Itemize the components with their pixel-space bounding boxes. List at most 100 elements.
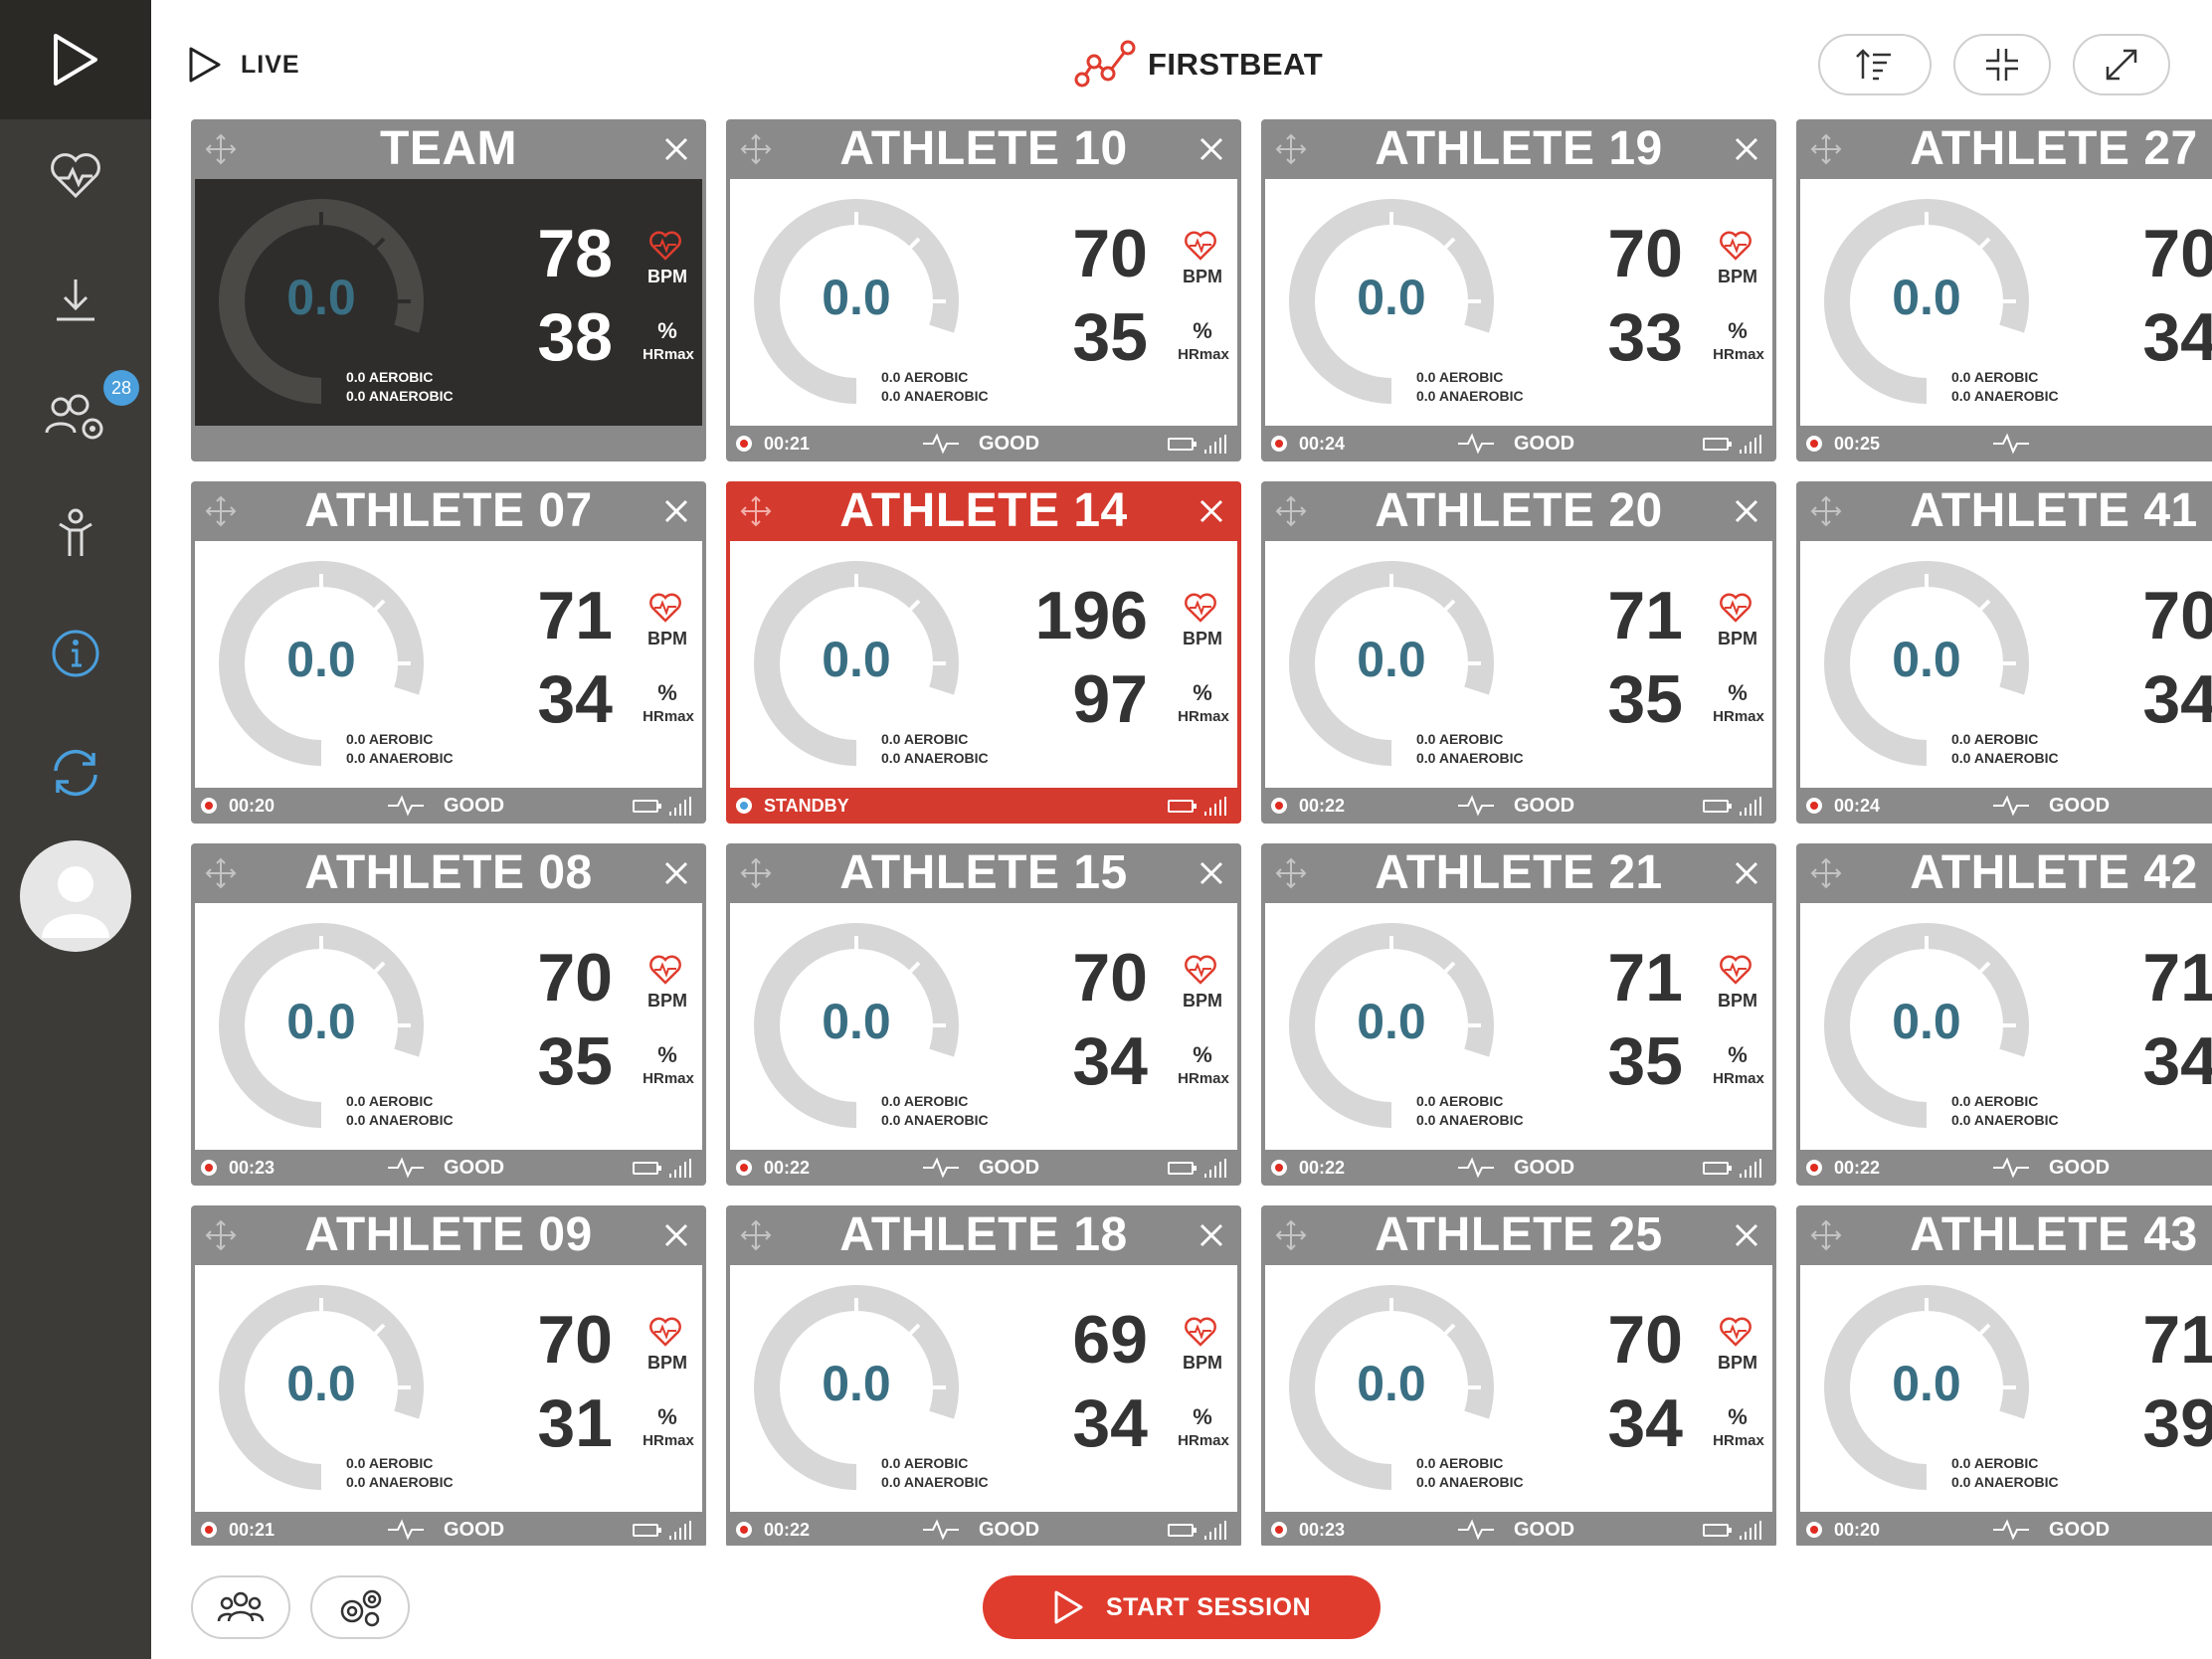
aerobic-value: 0.0 AEROBIC <box>1416 1093 1504 1109</box>
close-icon[interactable] <box>1733 1221 1760 1249</box>
session-time: 00:23 <box>229 1158 276 1178</box>
drag-handle-icon[interactable] <box>740 495 772 527</box>
athlete-grid: TEAM 0.0 0.0 AEROBIC 0.0 ANAEROBIC 78 BPM 38% H… <box>191 119 2212 1546</box>
heart-rate-icon <box>1185 955 1216 985</box>
athlete-card[interactable]: ATHLETE 15 0.0 0.0 AEROBIC 0.0 ANAEROBIC 70 B… <box>726 843 1241 1186</box>
card-status-bar: 00:24 GOOD <box>1261 426 1776 461</box>
sidebar-item-sync[interactable] <box>0 728 151 818</box>
card-header: ATHLETE 07 <box>191 481 706 541</box>
card-header: ATHLETE 27 <box>1796 119 2212 179</box>
athlete-card[interactable]: ATHLETE 20 0.0 0.0 AEROBIC 0.0 ANAEROBIC 71 B… <box>1261 481 1776 824</box>
drag-handle-icon[interactable] <box>740 1219 772 1251</box>
compact-view-button[interactable] <box>1953 34 2051 95</box>
athlete-card[interactable]: ATHLETE 07 0.0 0.0 AEROBIC 0.0 ANAEROBIC 71 B… <box>191 481 706 824</box>
recording-dot-icon <box>736 436 752 452</box>
sidebar-item-heart[interactable] <box>0 131 151 221</box>
sidebar-item-info[interactable] <box>0 609 151 698</box>
athlete-card[interactable]: TEAM 0.0 0.0 AEROBIC 0.0 ANAEROBIC 78 BPM 38% H… <box>191 119 706 461</box>
card-status-bar: 00:23 GOOD <box>191 1150 706 1186</box>
training-load-gauge <box>754 1285 959 1490</box>
fullscreen-button[interactable] <box>2073 34 2170 95</box>
aerobic-value: 0.0 AEROBIC <box>881 369 969 385</box>
hrmax-unit: HRmax <box>1713 346 1764 363</box>
signal-wave-icon <box>1458 1519 1494 1541</box>
heart-rate-icon <box>649 593 681 623</box>
bpm-unit: BPM <box>1718 1353 1757 1373</box>
signal-strength-icon <box>1740 1159 1761 1178</box>
drag-handle-icon[interactable] <box>740 133 772 165</box>
close-icon[interactable] <box>662 859 690 887</box>
user-icon <box>42 866 109 938</box>
athlete-card[interactable]: ATHLETE 08 0.0 0.0 AEROBIC 0.0 ANAEROBIC 70 B… <box>191 843 706 1186</box>
hrmax-percent-value: 34 <box>2142 661 2212 737</box>
close-icon[interactable] <box>1198 497 1225 525</box>
sort-button[interactable] <box>1818 34 1932 95</box>
signal-quality-status: GOOD <box>979 1157 1040 1179</box>
card-body: 0.0 0.0 AEROBIC 0.0 ANAEROBIC 70 BPM 33% HRmax <box>1265 179 1772 426</box>
close-icon[interactable] <box>1733 135 1760 163</box>
aerobic-anaerobic-summary: 0.0 AEROBIC 0.0 ANAEROBIC <box>1416 368 1524 406</box>
drag-handle-icon[interactable] <box>740 857 772 889</box>
card-body: 0.0 0.0 AEROBIC 0.0 ANAEROBIC 70 BPM 31% HRmax <box>195 1265 702 1512</box>
aerobic-anaerobic-summary: 0.0 AEROBIC 0.0 ANAEROBIC <box>1951 1092 2059 1130</box>
drag-handle-icon[interactable] <box>1275 857 1307 889</box>
sidebar-item-download[interactable] <box>0 255 151 344</box>
anaerobic-value: 0.0 ANAEROBIC <box>881 1474 989 1490</box>
close-icon[interactable] <box>1733 859 1760 887</box>
close-icon[interactable] <box>662 135 690 163</box>
group-button[interactable] <box>191 1575 290 1639</box>
hrmax-percent-value: 34 <box>537 661 613 737</box>
aerobic-value: 0.0 AEROBIC <box>881 1093 969 1109</box>
drag-handle-icon[interactable] <box>1810 133 1842 165</box>
drag-handle-icon[interactable] <box>205 133 237 165</box>
anaerobic-value: 0.0 ANAEROBIC <box>1951 1112 2059 1128</box>
sidebar-item-athlete[interactable] <box>0 489 151 579</box>
training-effect-value: 0.0 <box>286 270 356 325</box>
athlete-card[interactable]: ATHLETE 14 0.0 0.0 AEROBIC 0.0 ANAEROBIC 196… <box>726 481 1241 824</box>
drag-handle-icon[interactable] <box>1275 1219 1307 1251</box>
athlete-card[interactable]: ATHLETE 19 0.0 0.0 AEROBIC 0.0 ANAEROBIC 70 B… <box>1261 119 1776 461</box>
aerobic-anaerobic-summary: 0.0 AEROBIC 0.0 ANAEROBIC <box>1951 1454 2059 1492</box>
aerobic-anaerobic-summary: 0.0 AEROBIC 0.0 ANAEROBIC <box>1416 730 1524 768</box>
close-icon[interactable] <box>662 1221 690 1249</box>
drag-handle-icon[interactable] <box>1810 495 1842 527</box>
drag-handle-icon[interactable] <box>1810 857 1842 889</box>
close-icon[interactable] <box>1198 135 1225 163</box>
card-title: TEAM <box>380 122 517 175</box>
anaerobic-value: 0.0 ANAEROBIC <box>346 750 454 766</box>
drag-handle-icon[interactable] <box>205 857 237 889</box>
sidebar-item-live[interactable] <box>0 0 151 119</box>
athlete-card[interactable]: ATHLETE 18 0.0 0.0 AEROBIC 0.0 ANAEROBIC 69 B… <box>726 1205 1241 1546</box>
drag-handle-icon[interactable] <box>1810 1219 1842 1251</box>
athlete-card[interactable]: ATHLETE 25 0.0 0.0 AEROBIC 0.0 ANAEROBIC 70 B… <box>1261 1205 1776 1546</box>
drag-handle-icon[interactable] <box>205 495 237 527</box>
settings-button[interactable] <box>310 1575 410 1639</box>
anaerobic-value: 0.0 ANAEROBIC <box>1416 1112 1524 1128</box>
recording-dot-icon <box>736 798 752 814</box>
play-icon <box>189 47 221 83</box>
athlete-card[interactable]: ATHLETE 21 0.0 0.0 AEROBIC 0.0 ANAEROBIC 71 B… <box>1261 843 1776 1186</box>
drag-handle-icon[interactable] <box>1275 133 1307 165</box>
close-icon[interactable] <box>1198 1221 1225 1249</box>
athlete-card[interactable]: ATHLETE 10 0.0 0.0 AEROBIC 0.0 ANAEROBIC 70 B… <box>726 119 1241 461</box>
battery-icon <box>1168 800 1197 813</box>
close-icon[interactable] <box>1198 859 1225 887</box>
drag-handle-icon[interactable] <box>205 1219 237 1251</box>
sidebar-item-team-settings[interactable] <box>0 373 151 462</box>
close-icon[interactable] <box>662 497 690 525</box>
athlete-card[interactable]: ATHLETE 09 0.0 0.0 AEROBIC 0.0 ANAEROBIC 70 B… <box>191 1205 706 1546</box>
start-session-button[interactable]: START SESSION <box>983 1575 1381 1639</box>
close-icon[interactable] <box>1733 497 1760 525</box>
aerobic-value: 0.0 AEROBIC <box>346 369 434 385</box>
battery-icon <box>633 800 661 813</box>
bpm-unit: BPM <box>1183 1353 1222 1373</box>
aerobic-value: 0.0 AEROBIC <box>1951 1455 2039 1471</box>
drag-handle-icon[interactable] <box>1275 495 1307 527</box>
user-avatar[interactable] <box>20 840 131 952</box>
aerobic-value: 0.0 AEROBIC <box>1951 369 2039 385</box>
signal-quality-status: GOOD <box>979 1519 1040 1541</box>
